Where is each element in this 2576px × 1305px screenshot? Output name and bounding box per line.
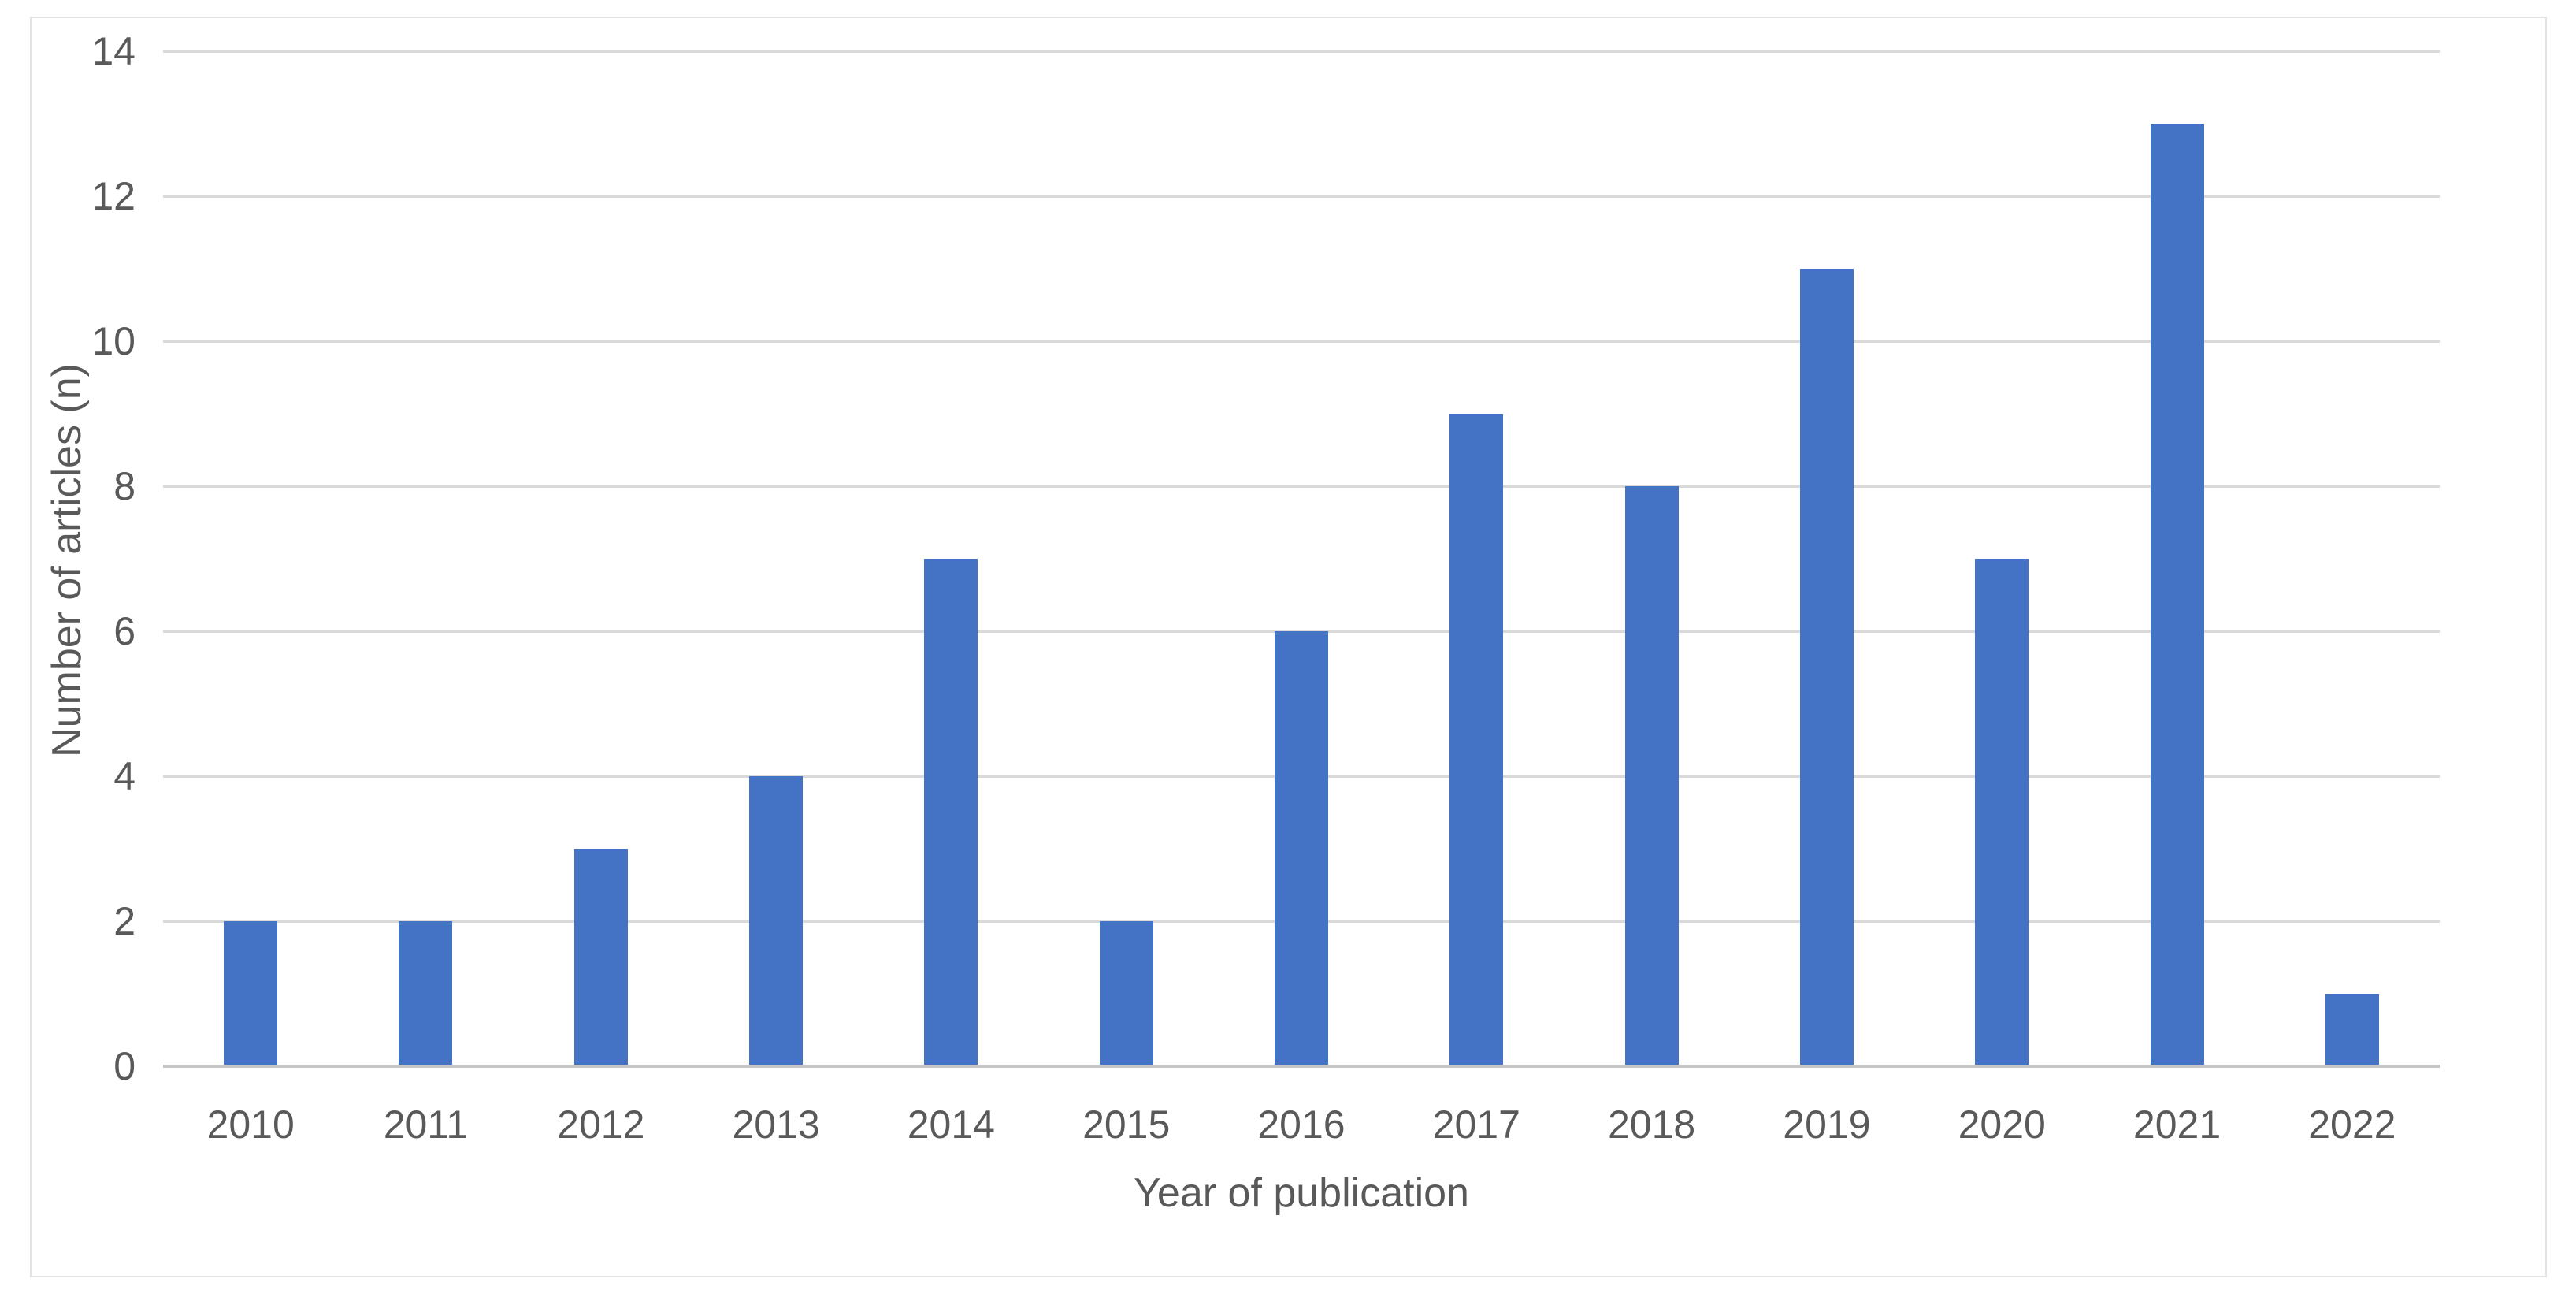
x-tick-label-2019: 2019	[1783, 1102, 1871, 1147]
y-tick-label-14: 14	[91, 29, 135, 73]
bar-2014	[924, 559, 978, 1066]
x-tick-label-2018: 2018	[1607, 1102, 1696, 1147]
bar-2013	[749, 776, 804, 1066]
bar-2010	[224, 921, 278, 1066]
gridline-12	[163, 195, 2440, 198]
bar-2017	[1449, 414, 1504, 1066]
y-tick-label-4: 4	[113, 754, 135, 798]
x-tick-label-2016: 2016	[1257, 1102, 1346, 1147]
bar-2012	[573, 849, 628, 1066]
gridline-8	[163, 485, 2440, 488]
y-axis-title: Number of articles (n)	[44, 363, 90, 757]
x-tick-label-2011: 2011	[383, 1102, 469, 1147]
bar-2011	[399, 921, 453, 1066]
x-tick-label-2020: 2020	[1958, 1102, 2046, 1147]
x-axis-title: Year of publication	[1134, 1170, 1469, 1216]
bar-2018	[1624, 486, 1679, 1066]
y-tick-label-12: 12	[91, 174, 135, 218]
y-tick-label-2: 2	[113, 899, 135, 943]
y-tick-label-8: 8	[113, 464, 135, 508]
bar-2020	[1975, 559, 2029, 1066]
bar-2015	[1099, 921, 1153, 1066]
x-tick-label-2017: 2017	[1432, 1102, 1520, 1147]
plot-area	[163, 50, 2440, 1068]
x-axis-line	[163, 1065, 2440, 1068]
y-tick-label-10: 10	[91, 319, 135, 363]
y-tick-label-6: 6	[113, 609, 135, 653]
bar-2021	[2150, 124, 2204, 1066]
gridline-14	[163, 50, 2440, 53]
gridline-10	[163, 340, 2440, 343]
x-tick-label-2012: 2012	[557, 1102, 645, 1147]
x-tick-label-2014: 2014	[907, 1102, 995, 1147]
bar-2016	[1275, 631, 1328, 1066]
y-tick-label-0: 0	[113, 1044, 135, 1088]
x-tick-label-2022: 2022	[2308, 1102, 2396, 1147]
bar-2019	[1799, 269, 1854, 1066]
x-tick-label-2010: 2010	[206, 1102, 295, 1147]
x-tick-label-2021: 2021	[2132, 1102, 2222, 1147]
x-tick-label-2015: 2015	[1082, 1102, 1171, 1147]
bar-2022	[2325, 994, 2379, 1066]
x-tick-label-2013: 2013	[732, 1102, 820, 1147]
